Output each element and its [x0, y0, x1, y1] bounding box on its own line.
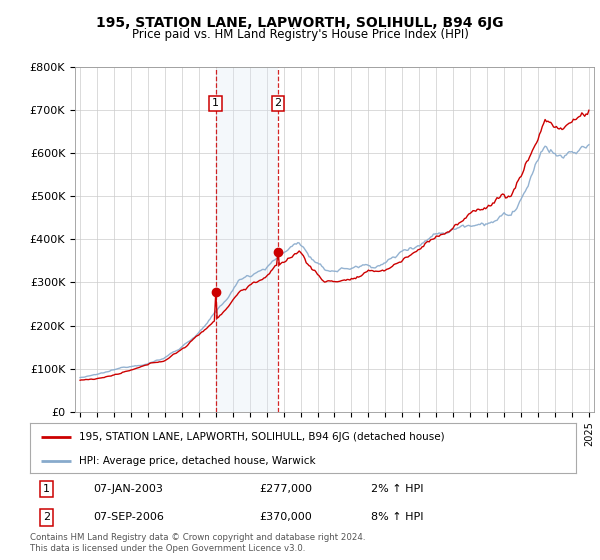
- Text: 07-SEP-2006: 07-SEP-2006: [93, 512, 164, 522]
- Text: 195, STATION LANE, LAPWORTH, SOLIHULL, B94 6JG (detached house): 195, STATION LANE, LAPWORTH, SOLIHULL, B…: [79, 432, 445, 442]
- Text: 2% ↑ HPI: 2% ↑ HPI: [371, 484, 424, 494]
- Bar: [216, 67, 278, 412]
- Text: Contains HM Land Registry data © Crown copyright and database right 2024.
This d: Contains HM Land Registry data © Crown c…: [30, 533, 365, 553]
- Text: £370,000: £370,000: [259, 512, 312, 522]
- Text: 1: 1: [43, 484, 50, 494]
- Text: 8% ↑ HPI: 8% ↑ HPI: [371, 512, 424, 522]
- Text: 07-JAN-2003: 07-JAN-2003: [93, 484, 163, 494]
- Text: 195, STATION LANE, LAPWORTH, SOLIHULL, B94 6JG: 195, STATION LANE, LAPWORTH, SOLIHULL, B…: [96, 16, 504, 30]
- Text: £277,000: £277,000: [259, 484, 313, 494]
- Text: 2: 2: [43, 512, 50, 522]
- Text: Price paid vs. HM Land Registry's House Price Index (HPI): Price paid vs. HM Land Registry's House …: [131, 28, 469, 41]
- Text: 2: 2: [274, 99, 281, 109]
- Text: 1: 1: [212, 99, 219, 109]
- Text: HPI: Average price, detached house, Warwick: HPI: Average price, detached house, Warw…: [79, 456, 316, 465]
